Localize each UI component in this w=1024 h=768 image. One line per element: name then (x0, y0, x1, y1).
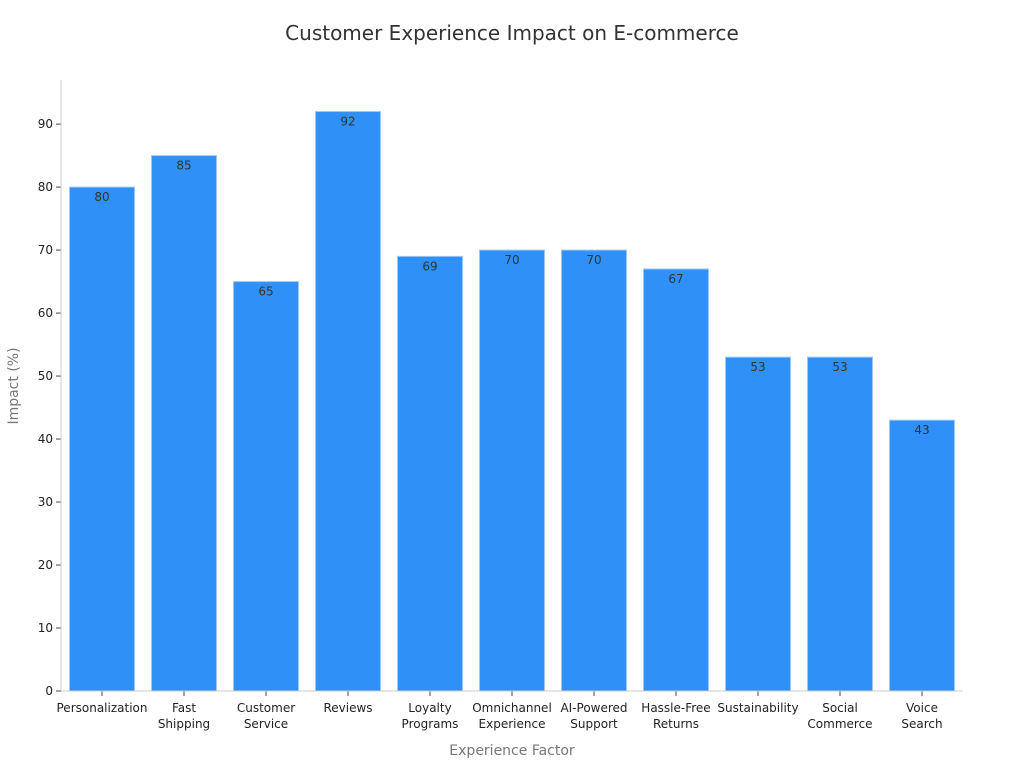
x-tick-label-line: Social (822, 701, 858, 715)
bar-7 (643, 268, 709, 692)
bar-5 (479, 249, 545, 692)
chart-title: Customer Experience Impact on E-commerce (285, 21, 739, 45)
y-tick-label-7: 70 (38, 243, 53, 257)
x-tick-label-2: Customer Service (237, 701, 295, 731)
y-axis-label: Impact (%) (6, 347, 22, 424)
data-label-9: 53 (832, 360, 847, 374)
data-label-1: 85 (176, 159, 191, 173)
bar-2 (233, 281, 299, 692)
x-tick-label-line: Sustainability (717, 701, 798, 715)
x-tick-label-1: Fast Shipping (158, 701, 210, 731)
x-ticks-group: Personalization Fast Shipping Customer Servi… (57, 691, 943, 731)
bars-group: 80 85 65 92 69 70 70 67 53 53 43 (69, 110, 955, 692)
data-label-4: 69 (422, 259, 437, 273)
x-tick-label-7: Hassle-Free Returns (641, 701, 710, 731)
y-tick-label-9: 90 (38, 117, 53, 131)
x-tick-label-line: Search (901, 717, 942, 731)
x-tick-label-4: Loyalty Programs (402, 701, 459, 731)
x-tick-label-9: Social Commerce (807, 701, 872, 731)
x-tick-label-line: Shipping (158, 717, 210, 731)
x-tick-label-line: Hassle-Free (641, 701, 710, 715)
data-label-6: 70 (586, 253, 601, 267)
bar-1 (151, 155, 217, 692)
x-tick-label-line: Experience (479, 717, 546, 731)
x-axis-label: Experience Factor (449, 743, 575, 759)
data-label-10: 43 (914, 423, 929, 437)
x-tick-label-line: Service (244, 717, 288, 731)
x-tick-label-line: Returns (653, 717, 699, 731)
x-tick-label-line: AI-Powered (560, 701, 627, 715)
data-label-7: 67 (668, 272, 683, 286)
bar-4 (397, 255, 463, 692)
x-tick-label-line: Omnichannel (472, 701, 552, 715)
x-tick-label-6: AI-Powered Support (560, 701, 627, 731)
x-tick-label-line: Loyalty (408, 701, 451, 715)
y-tick-label-5: 50 (38, 369, 53, 383)
x-tick-label-line: Voice (906, 701, 938, 715)
y-ticks-group: 0 10 20 30 40 50 60 70 80 90 (38, 117, 61, 698)
bar-6 (561, 249, 627, 692)
data-label-5: 70 (504, 253, 519, 267)
x-tick-label-0: Personalization (57, 701, 148, 715)
x-tick-label-3: Reviews (323, 701, 372, 715)
x-tick-label-line: Reviews (323, 701, 372, 715)
y-tick-label-8: 80 (38, 180, 53, 194)
y-tick-label-6: 60 (38, 306, 53, 320)
x-tick-label-line: Programs (402, 717, 459, 731)
x-tick-label-line: Personalization (57, 701, 148, 715)
x-tick-label-line: Fast (172, 701, 196, 715)
bar-0 (69, 186, 135, 692)
bar-8 (725, 356, 791, 692)
x-tick-label-10: Voice Search (901, 701, 942, 731)
x-tick-label-line: Customer (237, 701, 295, 715)
y-tick-label-4: 40 (38, 432, 53, 446)
x-tick-label-line: Commerce (807, 717, 872, 731)
y-tick-label-2: 20 (38, 558, 53, 572)
bar-9 (807, 356, 873, 692)
data-label-0: 80 (94, 190, 109, 204)
x-tick-label-8: Sustainability (717, 701, 798, 715)
y-tick-label-1: 10 (38, 621, 53, 635)
y-tick-label-0: 0 (45, 684, 53, 698)
x-tick-label-line: Support (570, 717, 618, 731)
data-label-2: 65 (258, 285, 273, 299)
bar-10 (889, 419, 955, 692)
data-label-8: 53 (750, 360, 765, 374)
data-label-3: 92 (340, 114, 355, 128)
y-tick-label-3: 30 (38, 495, 53, 509)
x-tick-label-5: Omnichannel Experience (472, 701, 552, 731)
bar-3 (315, 110, 381, 692)
